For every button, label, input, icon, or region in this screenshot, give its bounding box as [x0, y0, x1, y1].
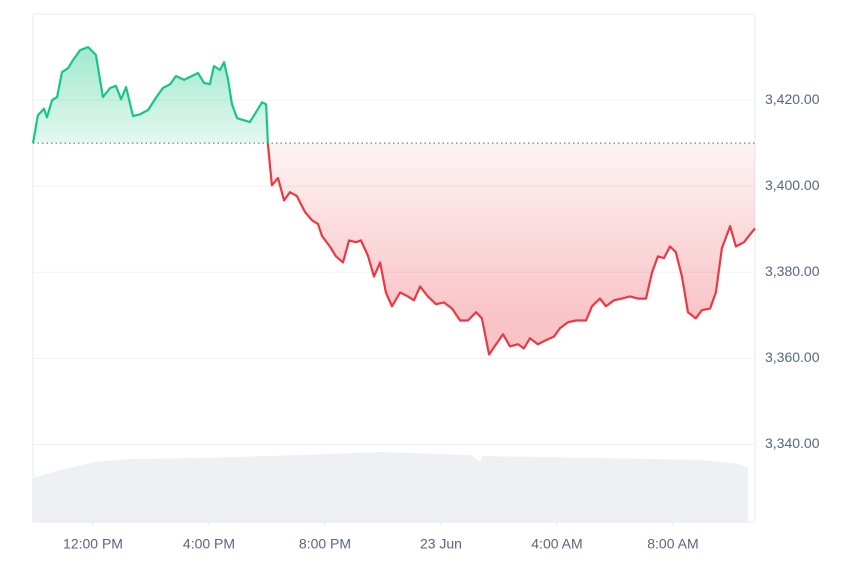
y-tick-label: 3,400.00: [765, 177, 820, 193]
volume-area: [33, 452, 748, 522]
y-tick-label: 3,380.00: [765, 263, 820, 279]
x-tick-label: 8:00 PM: [299, 536, 351, 552]
price-line: [31, 46, 756, 356]
price-area: [33, 47, 755, 355]
y-tick-label: 3,340.00: [765, 435, 820, 451]
x-tick-label: 12:00 PM: [63, 536, 123, 552]
y-tick-label: 3,360.00: [765, 349, 820, 365]
x-tick-label: 23 Jun: [420, 536, 462, 552]
x-tick-label: 4:00 PM: [183, 536, 235, 552]
y-tick-label: 3,420.00: [765, 91, 820, 107]
x-tick-label: 4:00 AM: [531, 536, 582, 552]
x-tick-label: 8:00 AM: [647, 536, 698, 552]
